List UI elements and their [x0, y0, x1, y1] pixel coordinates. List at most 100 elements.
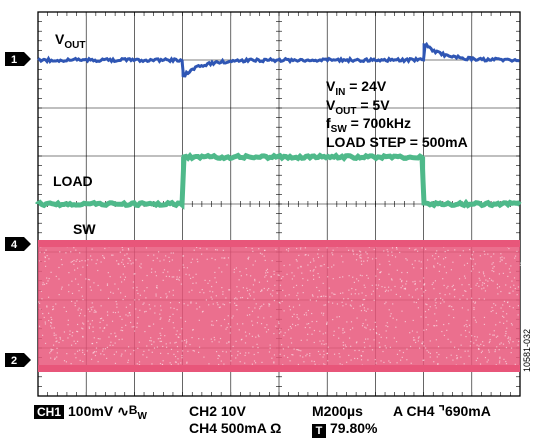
sw-noise [378, 333, 380, 336]
sw-noise [472, 258, 474, 260]
sw-noise [235, 267, 237, 269]
sw-noise [257, 346, 259, 349]
sw-noise [211, 285, 213, 288]
sw-noise [325, 323, 328, 325]
sw-noise [181, 328, 183, 330]
sw-noise [127, 249, 130, 251]
sw-noise [59, 251, 61, 253]
sw-noise [196, 246, 198, 248]
sw-noise [365, 251, 367, 253]
sw-noise [473, 307, 475, 309]
sw-noise [443, 334, 445, 337]
sw-noise [375, 332, 377, 334]
sw-noise [282, 289, 284, 291]
sw-noise [190, 301, 192, 303]
sw-noise [506, 327, 508, 329]
sw-noise [323, 350, 325, 352]
sw-noise [355, 289, 357, 291]
sw-noise [204, 279, 206, 281]
sw-noise [80, 274, 82, 276]
sw-noise [192, 276, 194, 278]
sw-noise [322, 340, 324, 342]
sw-noise [495, 364, 497, 366]
sw-noise [172, 294, 174, 296]
sw-noise [427, 309, 430, 311]
sw-noise [112, 344, 114, 346]
sw-noise [59, 336, 61, 339]
sw-noise [413, 336, 415, 339]
sw-noise [266, 324, 268, 326]
sw-noise [359, 257, 361, 259]
sw-noise [74, 269, 76, 271]
sw-noise [433, 266, 435, 268]
sw-noise [176, 330, 178, 332]
sw-noise [198, 338, 200, 340]
sw-noise [70, 251, 72, 253]
sw-noise [317, 249, 320, 251]
sw-noise [459, 254, 461, 257]
sw-noise [367, 257, 369, 259]
sw-noise [306, 353, 308, 355]
sw-noise [472, 268, 474, 270]
sw-noise [159, 332, 161, 334]
sw-noise [192, 329, 194, 331]
sw-noise [229, 302, 231, 304]
sw-noise [170, 348, 173, 350]
sw-noise [450, 354, 452, 356]
sw-noise [384, 345, 386, 347]
sw-noise [49, 352, 51, 354]
sw-noise [96, 259, 98, 261]
sw-noise [459, 298, 461, 300]
sw-noise [439, 292, 441, 295]
sw-noise [185, 342, 187, 344]
sw-noise [478, 298, 480, 300]
sw-noise [127, 359, 130, 361]
sw-noise [327, 360, 329, 362]
sw-noise [382, 350, 384, 353]
sw-noise [268, 305, 270, 307]
sw-noise [423, 329, 425, 331]
sw-noise [307, 264, 309, 266]
sw-noise [233, 298, 236, 300]
sw-noise [150, 271, 153, 273]
sw-noise [290, 327, 292, 329]
sw-noise [428, 298, 430, 300]
sw-noise [156, 257, 158, 259]
sw-noise [168, 318, 171, 321]
sw-noise [371, 309, 373, 311]
sw-noise [128, 258, 130, 260]
sw-noise [500, 290, 502, 293]
sw-noise [230, 326, 232, 328]
sw-noise [118, 338, 120, 341]
sw-noise [55, 303, 57, 305]
sw-noise [290, 342, 293, 344]
sw-noise [475, 284, 477, 286]
sw-noise [498, 273, 500, 275]
sw-noise [507, 340, 510, 342]
sw-noise [78, 315, 81, 317]
sw-noise [154, 271, 156, 273]
sw-noise [406, 271, 408, 274]
sw-noise [280, 277, 283, 280]
sw-noise [75, 249, 77, 251]
sw-noise [221, 271, 223, 273]
sw-noise [376, 287, 378, 290]
sw-noise [106, 283, 109, 285]
readout-row-1: CH1 100mV ∿BW [34, 403, 147, 422]
sw-noise [267, 329, 270, 331]
sw-noise [509, 286, 512, 288]
sw-noise [100, 353, 102, 355]
sw-noise [381, 286, 383, 288]
sw-noise [247, 297, 249, 299]
sw-noise [297, 324, 299, 326]
sw-noise [159, 318, 161, 320]
sw-noise [174, 361, 177, 363]
sw-noise [481, 288, 483, 290]
sw-noise [404, 321, 406, 323]
sw-noise [487, 253, 489, 255]
sw-noise [129, 312, 131, 314]
sw-noise [359, 255, 361, 257]
sw-noise [347, 249, 350, 251]
sw-noise [86, 264, 88, 266]
sw-noise [514, 287, 516, 290]
